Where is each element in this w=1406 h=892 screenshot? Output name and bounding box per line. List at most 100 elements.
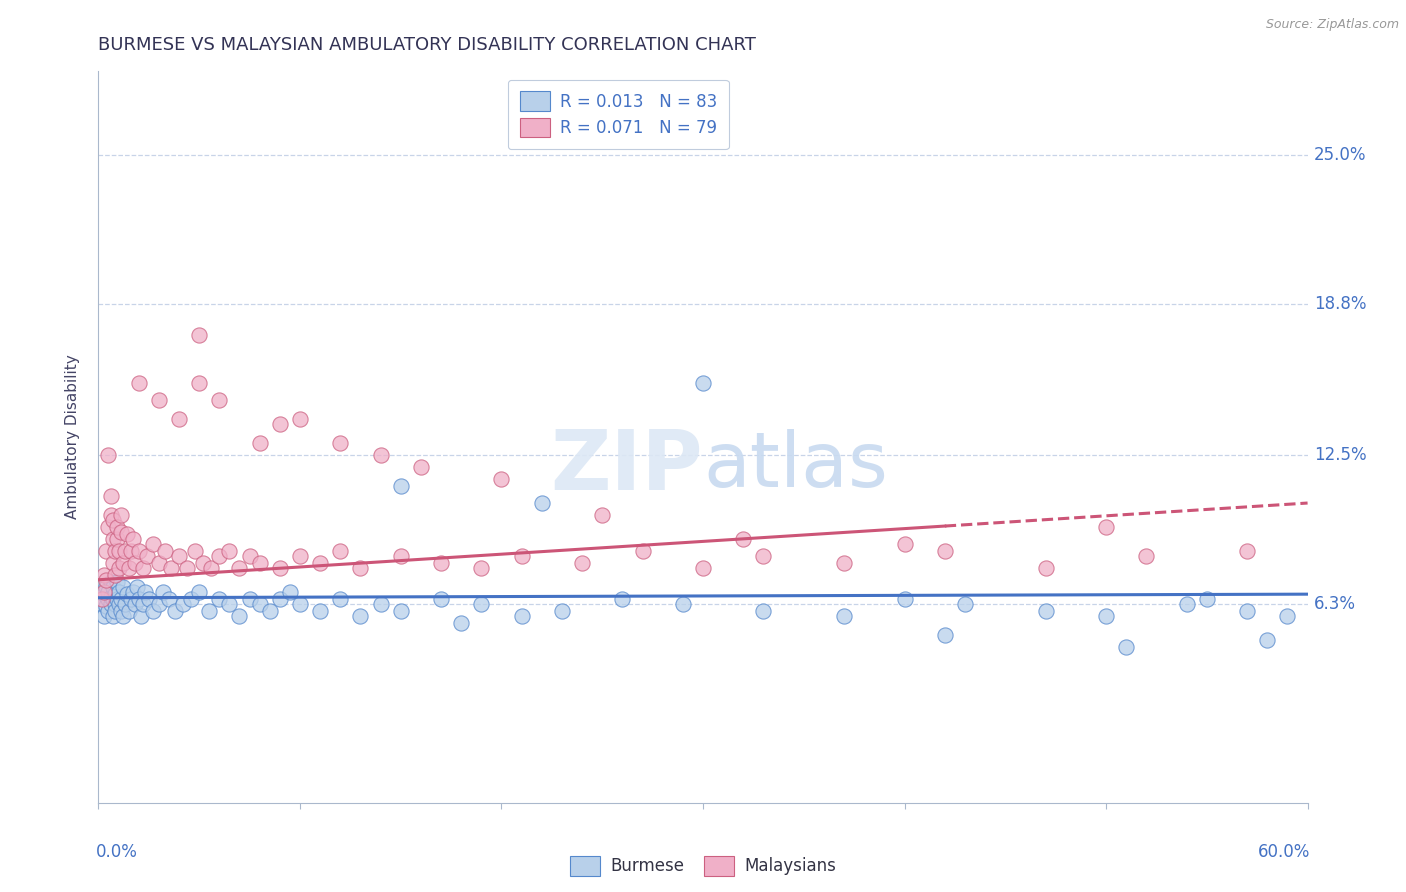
Point — [120, 544, 142, 558]
Point — [103, 604, 125, 618]
Text: ZIP: ZIP — [551, 425, 703, 507]
Point — [96, 580, 118, 594]
Point — [249, 556, 271, 570]
Point — [1115, 640, 1137, 654]
Point — [329, 436, 352, 450]
Point — [107, 544, 129, 558]
Point — [132, 561, 155, 575]
Point — [752, 549, 775, 563]
Point — [370, 448, 392, 462]
Point — [470, 597, 492, 611]
Point — [450, 615, 472, 630]
Point — [200, 561, 222, 575]
Point — [1256, 632, 1278, 647]
Point — [172, 597, 194, 611]
Point — [120, 591, 142, 606]
Point — [101, 532, 124, 546]
Text: 0.0%: 0.0% — [96, 843, 138, 861]
Point — [551, 604, 574, 618]
Point — [288, 412, 311, 426]
Point — [124, 597, 146, 611]
Point — [121, 584, 143, 599]
Point — [832, 608, 855, 623]
Point — [96, 573, 118, 587]
Point — [100, 489, 122, 503]
Point — [239, 591, 262, 606]
Point — [124, 556, 146, 570]
Point — [148, 556, 170, 570]
Point — [160, 561, 183, 575]
Point — [1175, 597, 1198, 611]
Point — [239, 549, 262, 563]
Point — [893, 591, 915, 606]
Point — [370, 597, 392, 611]
Point — [893, 537, 915, 551]
Point — [103, 544, 125, 558]
Point — [1095, 520, 1118, 534]
Point — [1035, 604, 1057, 618]
Point — [110, 524, 132, 539]
Point — [188, 584, 211, 599]
Point — [103, 568, 125, 582]
Point — [349, 561, 371, 575]
Point — [118, 561, 141, 575]
Text: 60.0%: 60.0% — [1257, 843, 1310, 861]
Point — [111, 580, 134, 594]
Point — [110, 508, 132, 522]
Point — [1195, 591, 1218, 606]
Point — [163, 604, 186, 618]
Point — [470, 561, 492, 575]
Point — [111, 608, 134, 623]
Point — [93, 584, 115, 599]
Point — [571, 556, 593, 570]
Point — [269, 591, 291, 606]
Text: BURMESE VS MALAYSIAN AMBULATORY DISABILITY CORRELATION CHART: BURMESE VS MALAYSIAN AMBULATORY DISABILI… — [98, 36, 756, 54]
Point — [97, 591, 120, 606]
Point — [430, 556, 453, 570]
Point — [142, 604, 165, 618]
Text: 12.5%: 12.5% — [1313, 446, 1367, 464]
Point — [121, 532, 143, 546]
Point — [142, 537, 165, 551]
Point — [288, 549, 311, 563]
Point — [167, 549, 190, 563]
Point — [631, 544, 654, 558]
Point — [135, 549, 157, 563]
Point — [184, 544, 207, 558]
Point — [97, 584, 120, 599]
Point — [1277, 608, 1299, 623]
Point — [208, 549, 231, 563]
Point — [100, 590, 122, 604]
Y-axis label: Ambulatory Disability: Ambulatory Disability — [65, 355, 80, 519]
Point — [148, 597, 170, 611]
Point — [96, 544, 118, 558]
Point — [1095, 608, 1118, 623]
Point — [115, 587, 138, 601]
Point — [430, 591, 453, 606]
Point — [101, 580, 124, 594]
Point — [132, 597, 155, 611]
Point — [228, 608, 250, 623]
Point — [591, 508, 613, 522]
Point — [188, 328, 211, 343]
Point — [249, 436, 271, 450]
Point — [101, 513, 124, 527]
Text: 6.3%: 6.3% — [1313, 595, 1355, 613]
Point — [134, 584, 156, 599]
Point — [329, 544, 352, 558]
Point — [97, 520, 120, 534]
Point — [125, 580, 148, 594]
Point — [97, 448, 120, 462]
Point — [128, 544, 150, 558]
Text: 18.8%: 18.8% — [1313, 295, 1367, 313]
Point — [409, 460, 432, 475]
Text: Source: ZipAtlas.com: Source: ZipAtlas.com — [1265, 18, 1399, 31]
Point — [198, 604, 221, 618]
Point — [389, 604, 412, 618]
Point — [269, 417, 291, 431]
Point — [176, 561, 198, 575]
Point — [733, 532, 755, 546]
Legend: Burmese, Malaysians: Burmese, Malaysians — [564, 850, 842, 882]
Point — [107, 561, 129, 575]
Point — [934, 544, 956, 558]
